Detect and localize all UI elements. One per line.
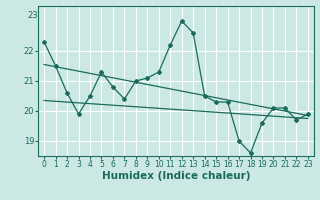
Text: 23: 23: [28, 10, 38, 20]
X-axis label: Humidex (Indice chaleur): Humidex (Indice chaleur): [102, 171, 250, 181]
